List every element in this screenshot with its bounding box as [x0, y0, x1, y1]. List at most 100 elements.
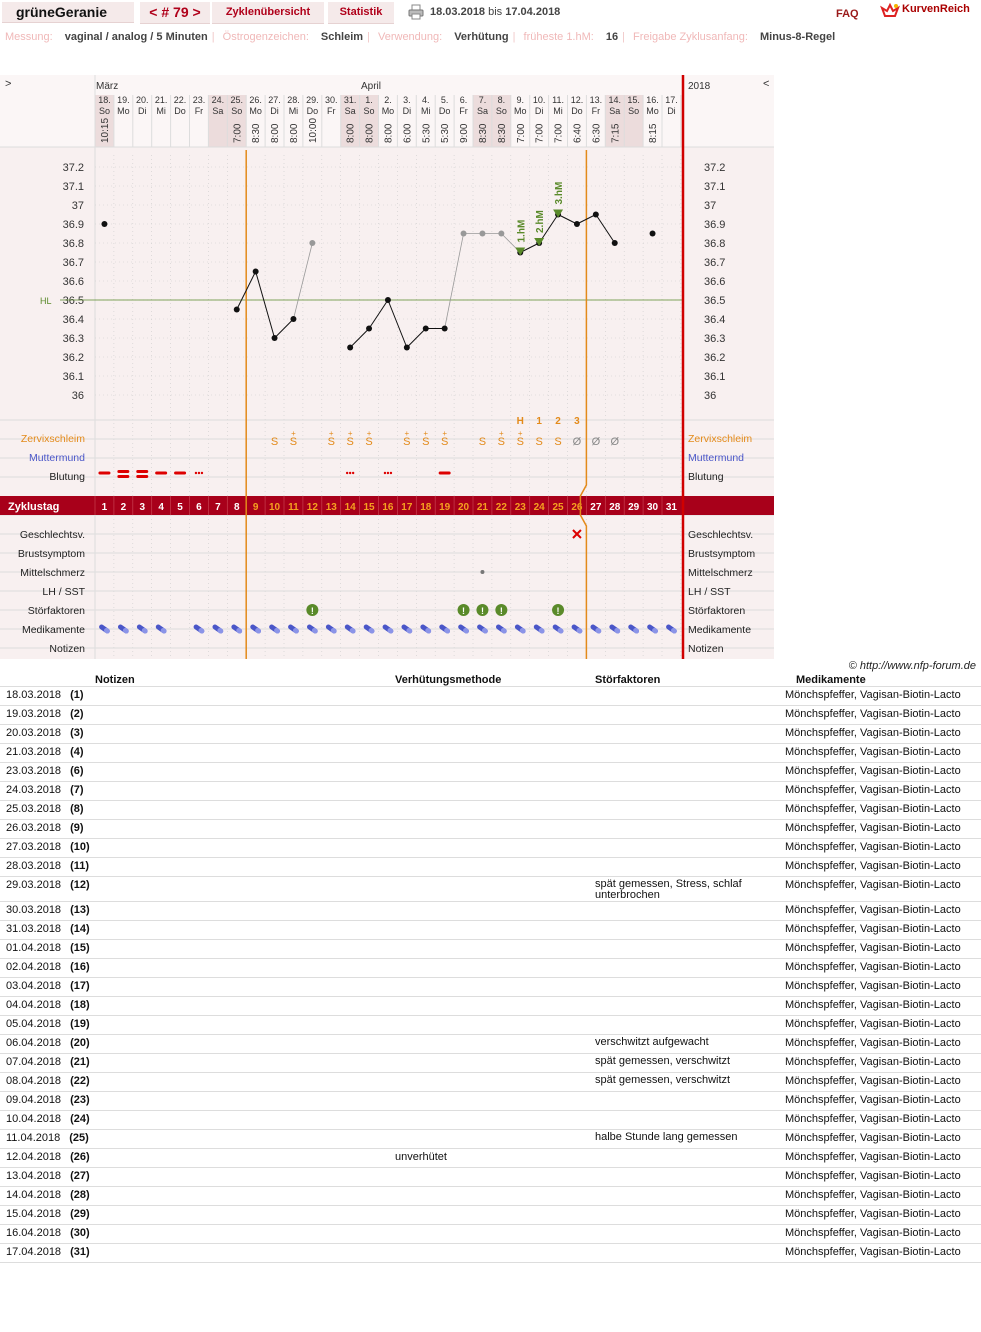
cycle-chart: > <März April 201818.So10:1519.Mo20.Di21.Mi…: [0, 75, 774, 659]
table-row: 07.04.2018 (21) spät gemessen, verschwitzt…: [0, 1053, 981, 1073]
cycle-navigation[interactable]: < # 79 >: [140, 2, 210, 24]
row-method: [395, 1034, 595, 1054]
row-disturbances: [595, 958, 780, 978]
pill-icon: [477, 624, 488, 634]
measure-time: 7:00: [554, 123, 565, 143]
pill-icon: [212, 624, 224, 634]
spotting-dot: [389, 471, 393, 475]
cycle-day-number: 9: [253, 502, 259, 513]
row-date-cell: 25.03.2018 (8): [0, 800, 95, 820]
row-date-cell: 19.03.2018 (2): [0, 705, 95, 725]
day-date: 15.: [627, 95, 640, 105]
measure-time: 7:00: [535, 123, 546, 143]
row-method: [395, 1243, 595, 1263]
day-weekday: Do: [307, 106, 319, 116]
measure-time: 6:00: [402, 123, 413, 143]
nav-left-icon: >: [5, 78, 11, 90]
row-notes: [95, 901, 395, 921]
pill-icon: [136, 624, 148, 634]
measure-time: 8:30: [478, 123, 489, 143]
row-date-cell: 21.03.2018 (4): [0, 743, 95, 763]
row-date: 27.03.2018: [6, 841, 62, 853]
temp-curve-segment: [520, 242, 540, 253]
bleeding-mark: [155, 471, 168, 475]
day-weekday: Fr: [592, 106, 601, 116]
day-date: 20.: [136, 95, 149, 105]
row-method: [395, 1072, 595, 1092]
row-disturbances: [595, 1015, 780, 1035]
crown-icon: [880, 2, 900, 17]
cervix-mark: S: [535, 436, 542, 448]
row-cycle-day: (11): [70, 860, 90, 872]
cycle-day-number: 3: [139, 502, 145, 513]
spotting-dot: [194, 471, 198, 475]
day-date: 11.: [552, 95, 564, 105]
row-date-cell: 28.03.2018 (11): [0, 857, 95, 877]
statistics-link[interactable]: Statistik: [328, 2, 394, 24]
row-medication: Mönchspfeffer, Vagisan-Biotin-Lacto: [780, 958, 981, 978]
row-medication: Mönchspfeffer, Vagisan-Biotin-Lacto: [780, 1053, 981, 1073]
row-notes: [95, 819, 395, 839]
row-label-brust: Brustsymptom: [18, 548, 85, 560]
temp-tick-right: 37.2: [704, 162, 725, 174]
row-date: 02.04.2018: [6, 961, 62, 973]
row-date: 26.03.2018: [6, 822, 62, 834]
copyright-footer: © http://www.nfp-forum.de: [848, 660, 976, 672]
measure-time: 8:00: [270, 123, 281, 143]
row-method: [395, 977, 595, 997]
row-date-cell: 04.04.2018 (18): [0, 996, 95, 1016]
cycle-day-number: 18: [420, 502, 432, 513]
table-row: 06.04.2018 (20) verschwitzt aufgewacht Mönc…: [0, 1034, 981, 1054]
row-label-right-cervix: Zervixschleim: [688, 433, 752, 445]
kurvenreich-logo[interactable]: KurvenReich: [880, 2, 980, 22]
printer-icon[interactable]: [408, 4, 424, 20]
temp-tick-right: 36.9: [704, 219, 725, 231]
row-label-right-stoer: Störfaktoren: [688, 605, 745, 617]
table-row: 28.03.2018 (11) Mönchspfeffer, Vagisan-Bio…: [0, 857, 981, 877]
pill-icon: [571, 624, 583, 634]
day-date: 27.: [268, 95, 281, 105]
row-disturbances: [595, 1110, 780, 1130]
measure-time: 8:00: [289, 123, 300, 143]
cycle-day-number: 19: [439, 502, 451, 513]
cycle-day-number: 29: [628, 502, 640, 513]
chart-header-bg: [0, 75, 774, 147]
day-weekday: Fr: [195, 106, 204, 116]
row-disturbances: [595, 1243, 780, 1263]
day-weekday: Mo: [382, 106, 395, 116]
earliest-hm-value: 16: [605, 31, 619, 43]
temp-curve-segment: [576, 214, 597, 225]
day-weekday: Do: [174, 106, 186, 116]
temp-point: [422, 325, 429, 332]
day-date: 5.: [441, 95, 449, 105]
measure-time: 7:00: [516, 123, 527, 143]
day-date: 16.: [646, 95, 659, 105]
cycle-overview-link[interactable]: Zyklenübersicht: [212, 2, 324, 24]
row-date-cell: 14.04.2018 (28): [0, 1186, 95, 1206]
day-weekday: Mo: [117, 106, 130, 116]
row-disturbances: [595, 1224, 780, 1244]
temp-curve-segment: [293, 242, 313, 320]
pill-icon: [533, 624, 545, 634]
disturbance-icon: !: [476, 604, 489, 616]
day-date: 25.: [230, 95, 243, 105]
row-date-cell: 24.03.2018 (7): [0, 781, 95, 801]
temp-point: [649, 230, 656, 237]
row-label-right-sex: Geschlechtsv.: [688, 529, 753, 541]
temp-tick-left: 37.2: [63, 162, 84, 174]
row-medication: Mönchspfeffer, Vagisan-Biotin-Lacto: [780, 1224, 981, 1244]
row-cycle-day: (1): [70, 689, 84, 701]
row-disturbances: [595, 1205, 780, 1225]
row-date-cell: 15.04.2018 (29): [0, 1205, 95, 1225]
cervix-mark: Ø: [573, 436, 582, 448]
cervix-mark: Ø: [592, 436, 601, 448]
row-cycle-day: (25): [69, 1132, 89, 1144]
date-range: 18.03.2018 bis 17.04.2018: [430, 2, 560, 23]
cycle-day-number: 24: [534, 502, 546, 513]
row-date: 13.04.2018: [6, 1170, 62, 1182]
table-row: 20.03.2018 (3) Mönchspfeffer, Vagisan-Biot…: [0, 724, 981, 744]
pill-icon: [439, 624, 451, 634]
faq-link[interactable]: FAQ: [836, 8, 859, 20]
row-label-right-med: Medikamente: [688, 624, 751, 636]
row-date-cell: 09.04.2018 (23): [0, 1091, 95, 1111]
